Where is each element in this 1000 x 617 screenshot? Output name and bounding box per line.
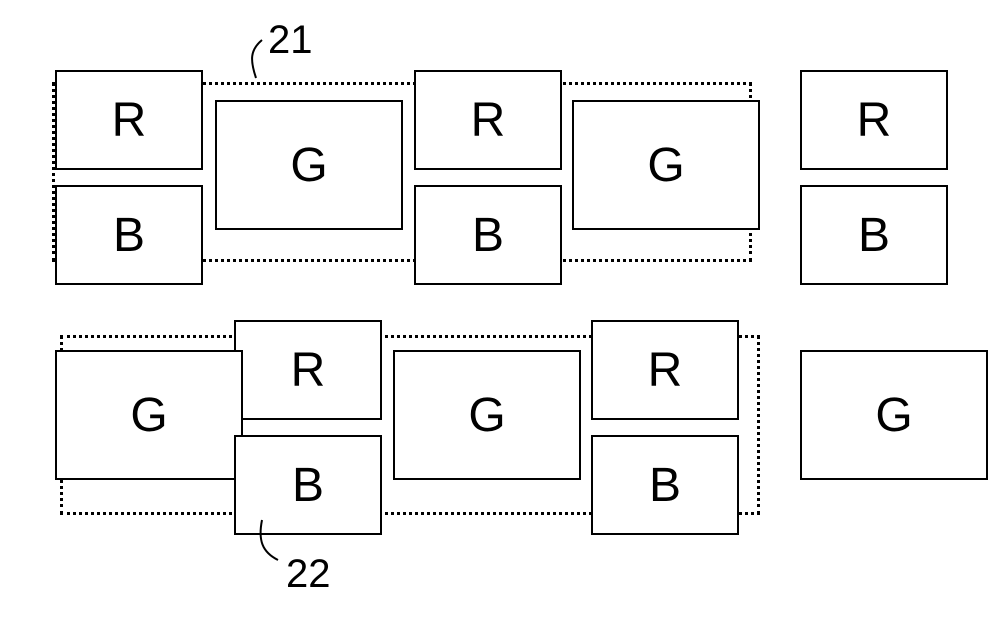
callout-leader bbox=[0, 0, 1000, 617]
callout-number: 22 bbox=[286, 552, 331, 597]
callout: 22 bbox=[0, 0, 1000, 617]
diagram-canvas: RGRGRBBBRRGGGBB2122 bbox=[0, 0, 1000, 617]
